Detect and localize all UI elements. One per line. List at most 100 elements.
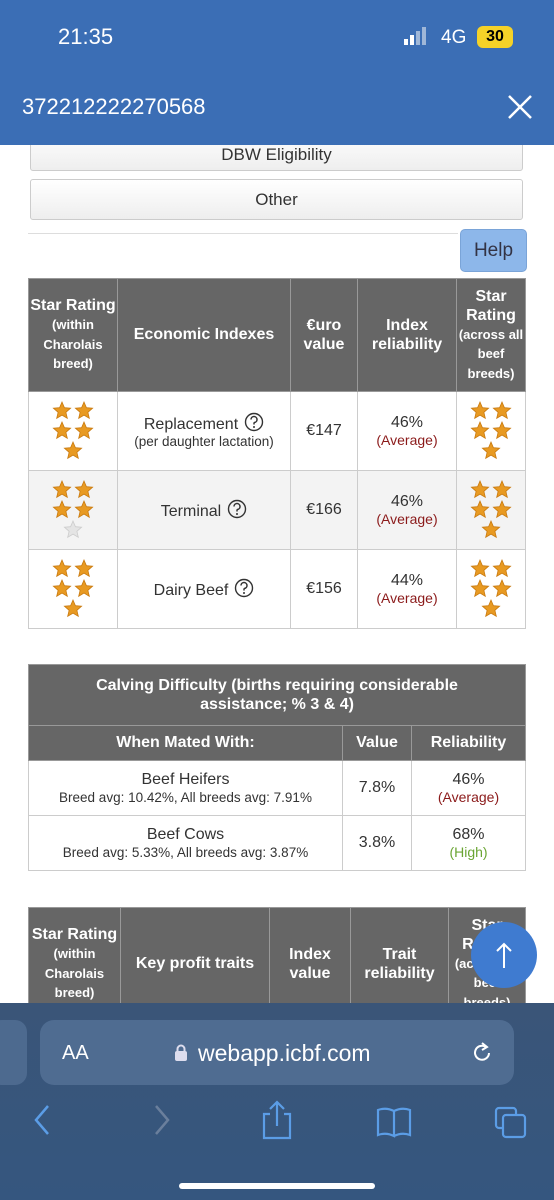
star <box>470 558 490 578</box>
star <box>74 499 94 519</box>
forward-button[interactable] <box>155 1105 170 1135</box>
reliability: 46% <box>390 414 424 431</box>
index-cell: Terminal <box>118 471 291 550</box>
back-button[interactable] <box>34 1105 49 1135</box>
calving-value: 3.8% <box>358 834 396 852</box>
url-bar[interactable]: AA webapp.icbf.com <box>40 1020 514 1085</box>
breed-avg: Breed avg: 10.42%, All breeds avg: 7.91% <box>59 789 312 805</box>
star-rating <box>52 400 94 460</box>
index-name-line: Terminal <box>161 499 247 521</box>
header-title: Star Rating <box>466 287 516 324</box>
star <box>52 400 72 420</box>
star <box>470 499 490 519</box>
reliability-cell: 46% (Average) <box>412 761 526 816</box>
browser-chrome: AA webapp.icbf.com <box>0 1003 554 1200</box>
button-label: Other <box>255 189 298 209</box>
reliability: 46% <box>390 493 424 510</box>
header-label: Key profit traits <box>135 955 255 973</box>
url: webapp.icbf.com <box>198 1040 371 1066</box>
help-dot <box>236 512 239 515</box>
help-mark <box>250 415 258 425</box>
index-name-line: Replacement <box>144 412 264 434</box>
value-cell: €166 <box>291 471 358 550</box>
index-value: €166 <box>306 501 342 519</box>
star <box>481 598 501 618</box>
stars-cell <box>457 392 526 471</box>
header-label: Index reliability <box>371 316 443 353</box>
help-circle <box>235 578 254 598</box>
button-label: Help <box>473 239 514 261</box>
star <box>52 558 72 578</box>
reload-icon[interactable] <box>470 1041 494 1065</box>
star-rating <box>52 558 94 618</box>
help-button[interactable]: Help <box>460 229 527 272</box>
index-name: Terminal <box>160 502 222 520</box>
content: DBW Eligibility Other Help Star Rating (w… <box>0 145 554 1005</box>
reliability-label: (Average) <box>376 511 438 528</box>
reliability: 68% <box>452 826 485 843</box>
help-icon[interactable] <box>244 412 264 432</box>
help-icon[interactable] <box>234 578 254 598</box>
star <box>481 519 501 539</box>
star <box>63 440 83 460</box>
star <box>481 440 501 460</box>
other-button[interactable]: Other <box>30 179 523 220</box>
tabs-button[interactable] <box>494 1106 527 1139</box>
mated-with: Beef Heifers <box>141 771 230 789</box>
star <box>52 578 72 598</box>
star <box>470 578 490 598</box>
help-mark <box>240 581 249 591</box>
mated-cell: Beef Heifers Breed avg: 10.42%, All breed… <box>28 761 343 816</box>
signal-icon <box>404 27 426 45</box>
reliability-label: (Average) <box>437 789 500 806</box>
star-empty <box>63 519 83 539</box>
value-cell: €147 <box>291 392 358 471</box>
header-cell: Reliability <box>412 726 526 761</box>
star <box>52 499 72 519</box>
share-button[interactable] <box>262 1100 292 1140</box>
star <box>52 479 72 499</box>
scroll-top-button[interactable] <box>471 922 537 988</box>
stars-cell <box>28 471 118 550</box>
index-name: Replacement <box>143 415 239 433</box>
index-cell: Replacement (per daughter lactation) <box>118 392 291 471</box>
header-cell: Index value <box>270 907 351 1005</box>
help-mark <box>233 502 241 512</box>
star-rating <box>52 479 94 539</box>
value-cell: €156 <box>291 550 358 629</box>
reliability-label: (Average) <box>376 432 438 449</box>
text-size[interactable]: AA <box>62 1042 89 1064</box>
prev-tab[interactable] <box>0 1020 27 1085</box>
header-cell: Key profit traits <box>121 907 270 1005</box>
dbw-button[interactable]: DBW Eligibility <box>30 145 523 171</box>
help-circle <box>244 412 264 432</box>
header-label: Reliability <box>430 734 507 752</box>
header-sub: (within Charolais breed) <box>44 946 105 1001</box>
star-rating <box>470 558 512 618</box>
header-cell: €uro value <box>291 278 358 392</box>
star <box>74 400 94 420</box>
breed-avg: Breed avg: 5.33%, All breeds avg: 3.87% <box>62 844 309 860</box>
star <box>74 558 94 578</box>
header-label: Economic Indexes <box>133 326 275 344</box>
star-rating <box>470 479 512 539</box>
close-button[interactable] <box>507 94 533 120</box>
star <box>74 420 94 440</box>
reliability-cell: 46% (Average) <box>358 392 457 471</box>
help-dot <box>243 591 246 594</box>
battery-level: 30 <box>486 28 504 45</box>
header-cell: Star Rating(across all beef breeds) <box>457 278 526 392</box>
header-label: Trait reliability <box>364 945 435 982</box>
header-label: Index value <box>289 945 331 982</box>
star <box>63 598 83 618</box>
header-sub: (across all beef breeds) <box>458 326 524 381</box>
reliability: 44% <box>390 572 424 589</box>
help-icon[interactable] <box>227 499 247 519</box>
bookmarks-button[interactable] <box>376 1107 412 1138</box>
star <box>492 578 512 598</box>
star <box>74 479 94 499</box>
star-rating <box>470 400 512 460</box>
header-area: 21:35 4G 30 372212222270568 <box>0 0 554 145</box>
star <box>52 420 72 440</box>
